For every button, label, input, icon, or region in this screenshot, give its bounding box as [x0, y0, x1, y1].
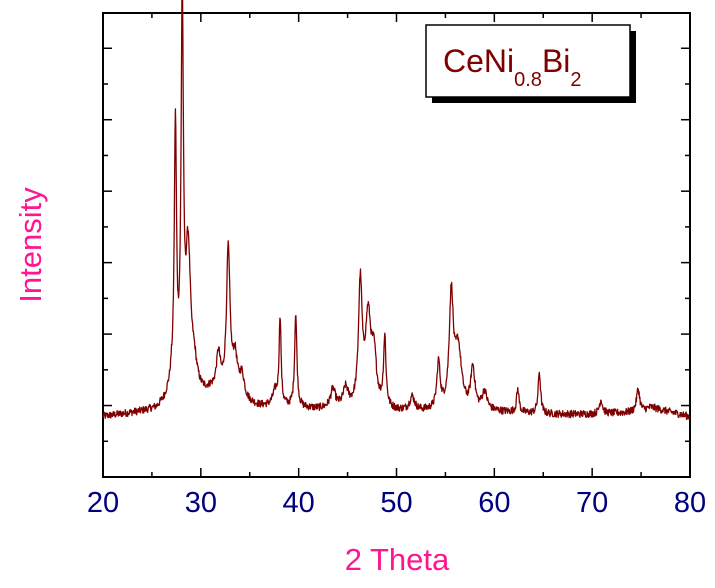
legend-box: CeNi0.8Bi2: [425, 24, 636, 103]
y-axis-title: Intensity: [13, 187, 48, 303]
axis-ticks: [102, 13, 691, 478]
x-tick-label: 50: [380, 487, 412, 519]
x-tick-label: 80: [674, 487, 706, 519]
series-line: [102, 0, 691, 421]
x-tick-label: 30: [185, 487, 217, 519]
x-tick-label: 60: [478, 487, 510, 519]
legend-text: CeNi0.8Bi2: [443, 43, 582, 91]
x-tick-label: 40: [283, 487, 315, 519]
x-tick-labels: 20 30 40 50 60 70 80: [87, 487, 706, 519]
x-tick-label: 70: [576, 487, 608, 519]
x-tick-label: 20: [87, 487, 119, 519]
legend-frame: [425, 24, 631, 98]
x-axis-title: 2 Theta: [345, 542, 450, 577]
